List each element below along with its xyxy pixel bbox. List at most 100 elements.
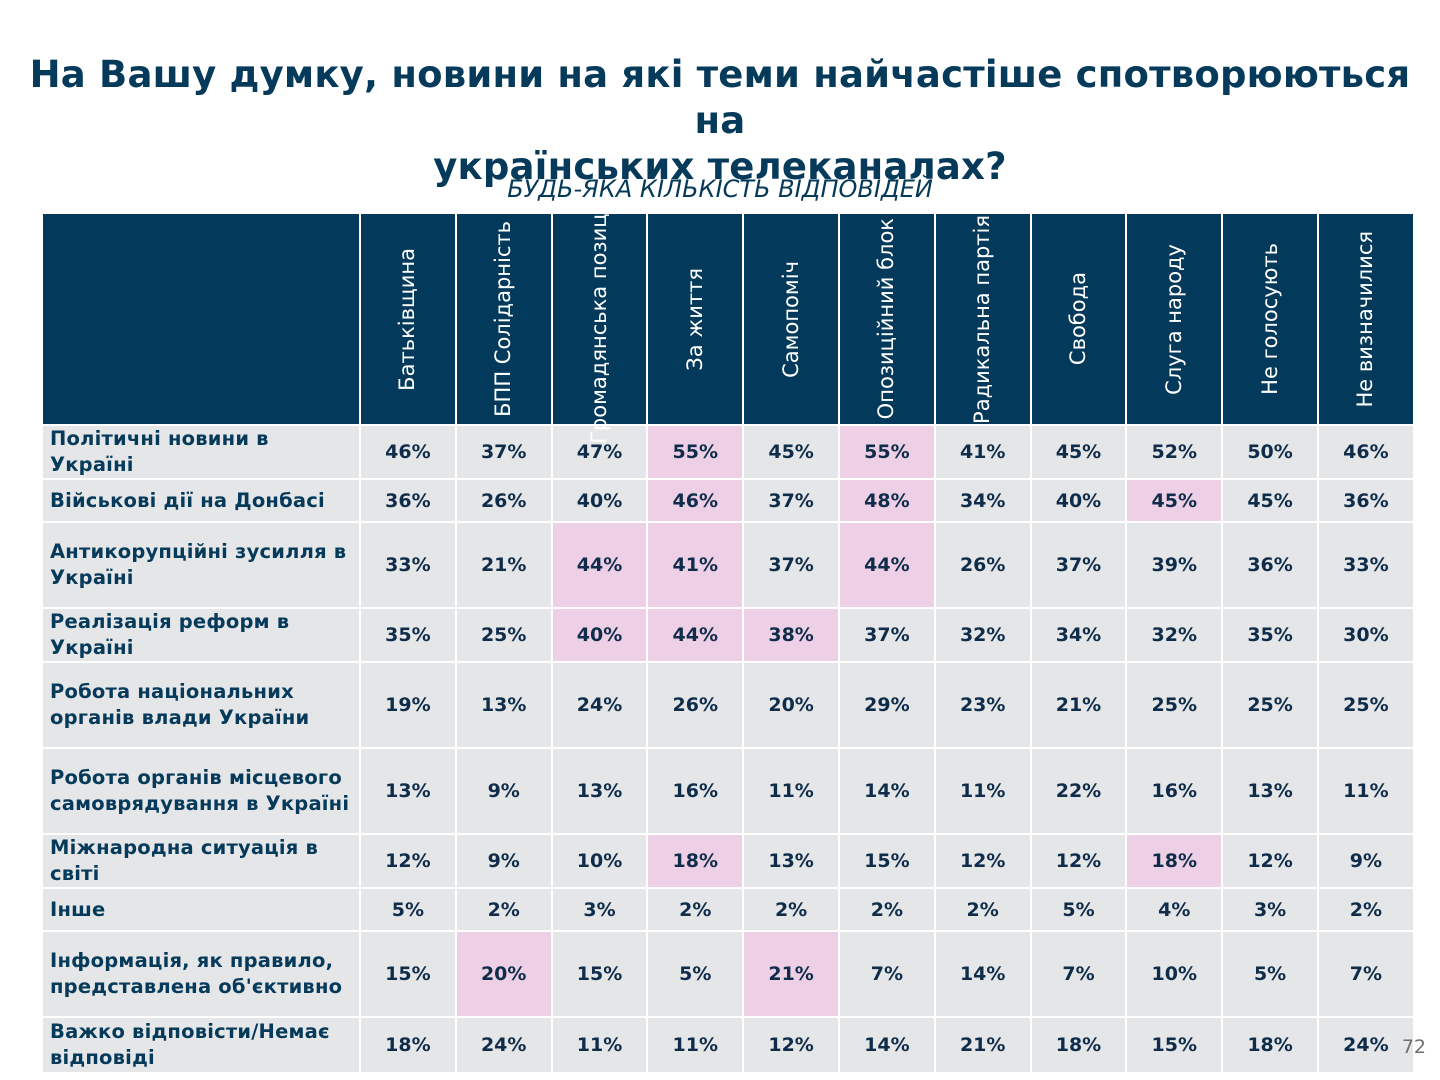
value-cell: 34% [933, 478, 1032, 523]
value-cell: 37% [1029, 521, 1128, 609]
value-cell: 32% [933, 607, 1032, 663]
value-cell: 23% [933, 661, 1032, 749]
value-cell: 15% [550, 930, 649, 1018]
value-cell: 37% [742, 478, 840, 523]
column-header-wrap: Не визначилися [1319, 214, 1413, 424]
column-header-label: Батьківщина [395, 247, 420, 391]
slide-subtitle: БУДЬ-ЯКА КІЛЬКІСТЬ ВІДПОВІДЕЙ [507, 175, 933, 203]
value-cell: 21% [742, 930, 840, 1018]
row-label: Важко відповісти/Немає відповіді [41, 1016, 361, 1074]
value-cell: 46% [646, 478, 745, 523]
column-header-label: Слуга народу [1161, 243, 1186, 395]
value-cell: 40% [550, 478, 649, 523]
value-cell: 18% [1125, 833, 1224, 889]
value-cell: 13% [742, 833, 840, 889]
row-label: Військові дії на Донбасі [41, 478, 361, 523]
value-cell: 52% [1125, 424, 1224, 480]
value-cell: 15% [359, 930, 457, 1018]
value-cell: 10% [550, 833, 649, 889]
value-cell: 14% [837, 1016, 936, 1074]
value-cell: 3% [1221, 887, 1319, 932]
value-cell: 22% [1029, 747, 1128, 835]
value-cell: 26% [646, 661, 745, 749]
column-header: Опозиційний блок [837, 212, 936, 426]
value-cell: 21% [933, 1016, 1032, 1074]
value-cell: 30% [1316, 607, 1415, 663]
table-row: Важко відповісти/Немає відповіді 18% 24% 11… [41, 1016, 1415, 1074]
value-cell: 50% [1221, 424, 1319, 480]
value-cell: 44% [837, 521, 936, 609]
value-cell: 40% [550, 607, 649, 663]
value-cell: 9% [1316, 833, 1415, 889]
column-header-wrap: Опозиційний блок [840, 214, 934, 424]
table-body: Політичні новини в Україні 46% 37% 47% 55% 45… [41, 424, 1415, 1074]
header-corner-cell [41, 212, 361, 426]
value-cell: 12% [742, 1016, 840, 1074]
column-header-wrap: Не голосують [1223, 214, 1317, 424]
value-cell: 48% [837, 478, 936, 523]
table-row: Політичні новини в Україні 46% 37% 47% 55% 45… [41, 424, 1415, 480]
column-header-wrap: За життя [648, 214, 742, 424]
value-cell: 37% [837, 607, 936, 663]
value-cell: 25% [1316, 661, 1415, 749]
value-cell: 18% [1221, 1016, 1319, 1074]
table-row: Міжнародна ситуація в світі 12% 9% 10% 18% 13… [41, 833, 1415, 889]
row-label: Реалізація реформ в Україні [41, 607, 361, 663]
value-cell: 13% [454, 661, 553, 749]
value-cell: 16% [646, 747, 745, 835]
value-cell: 11% [742, 747, 840, 835]
value-cell: 44% [646, 607, 745, 663]
value-cell: 55% [646, 424, 745, 480]
slide-title-line-1: На Вашу думку, новини на які теми найчас… [29, 53, 1411, 142]
value-cell: 45% [1125, 478, 1224, 523]
value-cell: 18% [1029, 1016, 1128, 1074]
value-cell: 26% [454, 478, 553, 523]
value-cell: 4% [1125, 887, 1224, 932]
column-header: За життя [646, 212, 745, 426]
value-cell: 19% [359, 661, 457, 749]
value-cell: 35% [1221, 607, 1319, 663]
value-cell: 2% [837, 887, 936, 932]
value-cell: 7% [1029, 930, 1128, 1018]
value-cell: 45% [742, 424, 840, 480]
column-header-wrap: Самопоміч [744, 214, 838, 424]
column-header-label: Опозиційний блок [874, 218, 899, 420]
value-cell: 24% [1316, 1016, 1415, 1074]
value-cell: 12% [933, 833, 1032, 889]
column-header-wrap: Свобода [1032, 214, 1126, 424]
value-cell: 20% [454, 930, 553, 1018]
value-cell: 39% [1125, 521, 1224, 609]
value-cell: 14% [933, 930, 1032, 1018]
table-row: Інформація, як правило, представлена об'… [41, 930, 1415, 1018]
column-header-label: Не голосують [1257, 243, 1282, 395]
value-cell: 12% [1029, 833, 1128, 889]
table-row: Антикорупційні зусилля в Україні 33% 21% 44… [41, 521, 1415, 609]
row-label: Політичні новини в Україні [41, 424, 361, 480]
value-cell: 38% [742, 607, 840, 663]
value-cell: 37% [454, 424, 553, 480]
value-cell: 12% [1221, 833, 1319, 889]
value-cell: 26% [933, 521, 1032, 609]
value-cell: 47% [550, 424, 649, 480]
value-cell: 29% [837, 661, 936, 749]
value-cell: 2% [646, 887, 745, 932]
value-cell: 2% [1316, 887, 1415, 932]
value-cell: 7% [1316, 930, 1415, 1018]
value-cell: 13% [359, 747, 457, 835]
column-header: Не голосують [1221, 212, 1319, 426]
value-cell: 11% [933, 747, 1032, 835]
slide-title: На Вашу думку, новини на які теми найчас… [0, 52, 1440, 190]
column-header: Свобода [1029, 212, 1128, 426]
column-header-label: Свобода [1065, 272, 1090, 366]
value-cell: 41% [933, 424, 1032, 480]
value-cell: 13% [1221, 747, 1319, 835]
value-cell: 9% [454, 833, 553, 889]
value-cell: 46% [359, 424, 457, 480]
value-cell: 25% [1221, 661, 1319, 749]
column-header-label: Не визначилися [1353, 230, 1378, 408]
value-cell: 16% [1125, 747, 1224, 835]
value-cell: 12% [359, 833, 457, 889]
column-header: Самопоміч [742, 212, 840, 426]
value-cell: 3% [550, 887, 649, 932]
value-cell: 7% [837, 930, 936, 1018]
